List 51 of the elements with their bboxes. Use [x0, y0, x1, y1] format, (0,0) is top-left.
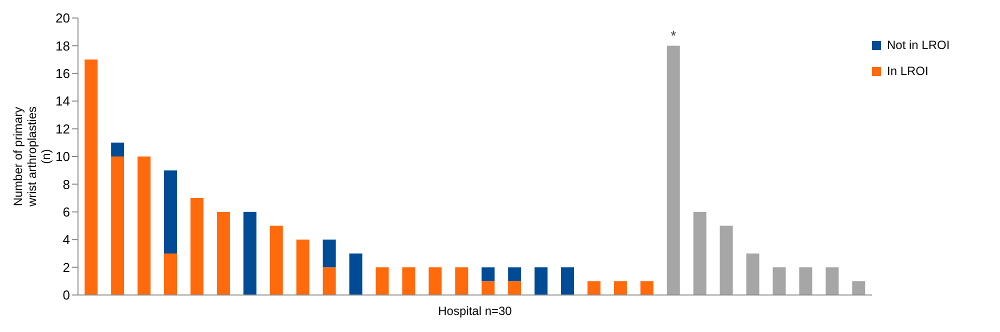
bar — [111, 142, 124, 156]
bar — [270, 226, 283, 295]
bar — [349, 253, 362, 295]
y-tick-label: 4 — [62, 232, 70, 248]
bar — [322, 267, 336, 295]
bar — [376, 267, 389, 295]
bar — [614, 281, 627, 295]
x-axis-title: Hospital n=30 — [438, 304, 512, 318]
bar — [164, 253, 178, 295]
bar — [138, 156, 151, 295]
y-tick-label: 14 — [56, 94, 70, 109]
bar — [322, 240, 336, 268]
y-tick-label: 20 — [56, 10, 70, 26]
bar — [746, 253, 760, 295]
bar — [508, 281, 522, 295]
legend-label: In LROI — [887, 64, 928, 78]
bar — [799, 267, 812, 295]
bar — [84, 60, 98, 295]
bar — [534, 267, 548, 295]
bar — [190, 198, 204, 295]
y-tick-label: 12 — [56, 121, 70, 136]
bar — [428, 267, 442, 295]
bar — [852, 281, 866, 295]
bar — [482, 281, 495, 295]
y-tick-label: 0 — [62, 288, 70, 303]
y-tick-label: 18 — [56, 38, 70, 54]
bar — [455, 267, 468, 295]
legend-label: Not in LROI — [887, 38, 950, 52]
bar — [587, 281, 600, 295]
bar — [164, 170, 178, 254]
bar — [296, 240, 310, 295]
bar — [772, 267, 786, 295]
bar — [693, 212, 706, 295]
bar — [216, 212, 230, 295]
y-tick-label: 6 — [62, 204, 70, 220]
bar — [720, 226, 733, 295]
y-tick-label: 10 — [56, 149, 70, 164]
bar — [243, 212, 256, 295]
bar — [508, 267, 522, 282]
bar — [640, 281, 654, 295]
y-axis-title: Number of primary wrist arthroplasties (n) — [11, 106, 53, 208]
annotation: * — [670, 28, 677, 44]
y-tick-label: 2 — [62, 260, 70, 275]
y-tick-label: 16 — [56, 66, 70, 82]
bar — [402, 267, 416, 295]
bar — [111, 156, 124, 295]
bar — [482, 267, 495, 282]
bar — [666, 46, 680, 295]
bar — [826, 267, 839, 295]
y-tick-label: 8 — [62, 176, 70, 192]
bar — [561, 267, 574, 295]
